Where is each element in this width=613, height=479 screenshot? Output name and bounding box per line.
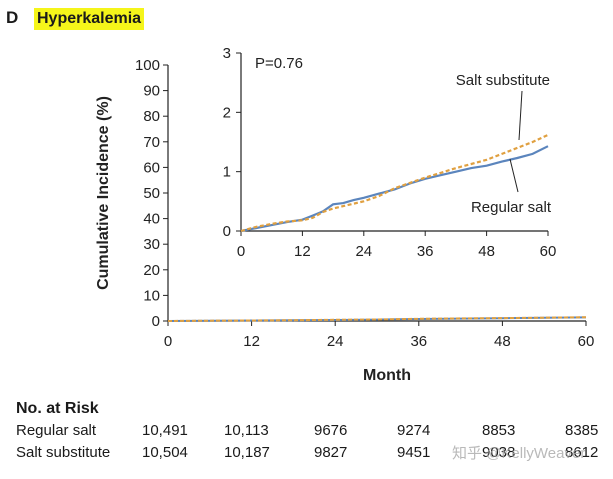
y-tick-label: 100 xyxy=(135,57,160,74)
y-tick-label: 20 xyxy=(143,262,160,279)
risk-cell: 8385 xyxy=(565,422,599,439)
inset-x-tick-label: 24 xyxy=(355,243,372,260)
x-tick-label: 12 xyxy=(243,333,260,350)
y-tick-label: 40 xyxy=(143,211,160,228)
risk-table-row: Regular salt 10,491 10,113 9676 9274 8853 8385 xyxy=(16,422,598,444)
y-tick-label: 80 xyxy=(143,108,160,125)
risk-row-label: Salt substitute xyxy=(16,444,111,461)
risk-cell: 8612 xyxy=(565,444,599,461)
x-tick-label: 48 xyxy=(494,333,511,350)
x-tick-label: 0 xyxy=(164,333,172,350)
y-tick-label: 50 xyxy=(143,185,160,202)
risk-cell: 9827 xyxy=(314,444,348,461)
y-tick-label: 90 xyxy=(143,83,160,100)
regular-salt-leader xyxy=(509,158,519,193)
risk-cell: 9676 xyxy=(314,422,348,439)
x-tick-label: 36 xyxy=(410,333,427,350)
salt-substitute-leader xyxy=(518,90,523,141)
y-tick-label: 0 xyxy=(152,313,160,330)
x-tick-label: 24 xyxy=(327,333,344,350)
y-tick-label: 60 xyxy=(143,159,160,176)
inset-y-tick-label: 0 xyxy=(223,223,231,240)
watermark: 知乎 @KellyWeaver xyxy=(452,445,586,462)
inset-x-tick-label: 60 xyxy=(540,243,557,260)
salt-substitute-label: Salt substitute xyxy=(456,72,550,89)
risk-table-rows: Regular salt 10,491 10,113 9676 9274 8853 8385… xyxy=(16,422,598,466)
inset-background xyxy=(209,43,580,267)
y-tick-label: 30 xyxy=(143,236,160,253)
risk-cell: 10,187 xyxy=(224,444,270,461)
main-series-line xyxy=(167,316,587,322)
inset-x-tick-label: 12 xyxy=(294,243,311,260)
inset-y-tick-label: 3 xyxy=(223,45,231,62)
x-axis-title: Month xyxy=(363,367,411,384)
risk-table: No. at Risk Regular salt 10,491 10,113 9676… xyxy=(16,400,598,466)
y-tick-label: 70 xyxy=(143,134,160,151)
risk-cell: 10,113 xyxy=(224,422,269,439)
inset-y-tick-label: 2 xyxy=(223,104,231,121)
panel-title: Hyperkalemia xyxy=(34,8,145,30)
y-axis-title: Cumulative Incidence (%) xyxy=(95,96,112,290)
risk-cell: 10,504 xyxy=(142,444,188,461)
risk-table-title: No. at Risk xyxy=(16,400,99,417)
x-tick-label: 60 xyxy=(578,333,595,350)
panel-letter: D xyxy=(6,8,19,27)
inset-x-tick-label: 36 xyxy=(417,243,434,260)
risk-table-row: Salt substitute 10,504 10,187 9827 9451 9038 8… xyxy=(16,444,598,466)
risk-cell: 9451 xyxy=(397,444,431,461)
risk-cell: 9038 xyxy=(482,444,516,461)
inset-x-tick-label: 48 xyxy=(478,243,495,260)
risk-cell: 9274 xyxy=(397,422,431,439)
p-value-annotation: P=0.76 xyxy=(255,55,303,72)
inset-y-tick-label: 1 xyxy=(223,164,231,181)
risk-row-label: Regular salt xyxy=(16,422,97,439)
inset-x-tick-label: 0 xyxy=(237,243,245,260)
inset-series-line xyxy=(240,145,549,233)
y-tick-label: 10 xyxy=(143,287,160,304)
risk-cell: 10,491 xyxy=(142,422,188,439)
inset-series-line xyxy=(240,133,549,233)
regular-salt-label: Regular salt xyxy=(471,199,552,216)
risk-cell: 8853 xyxy=(482,422,516,439)
